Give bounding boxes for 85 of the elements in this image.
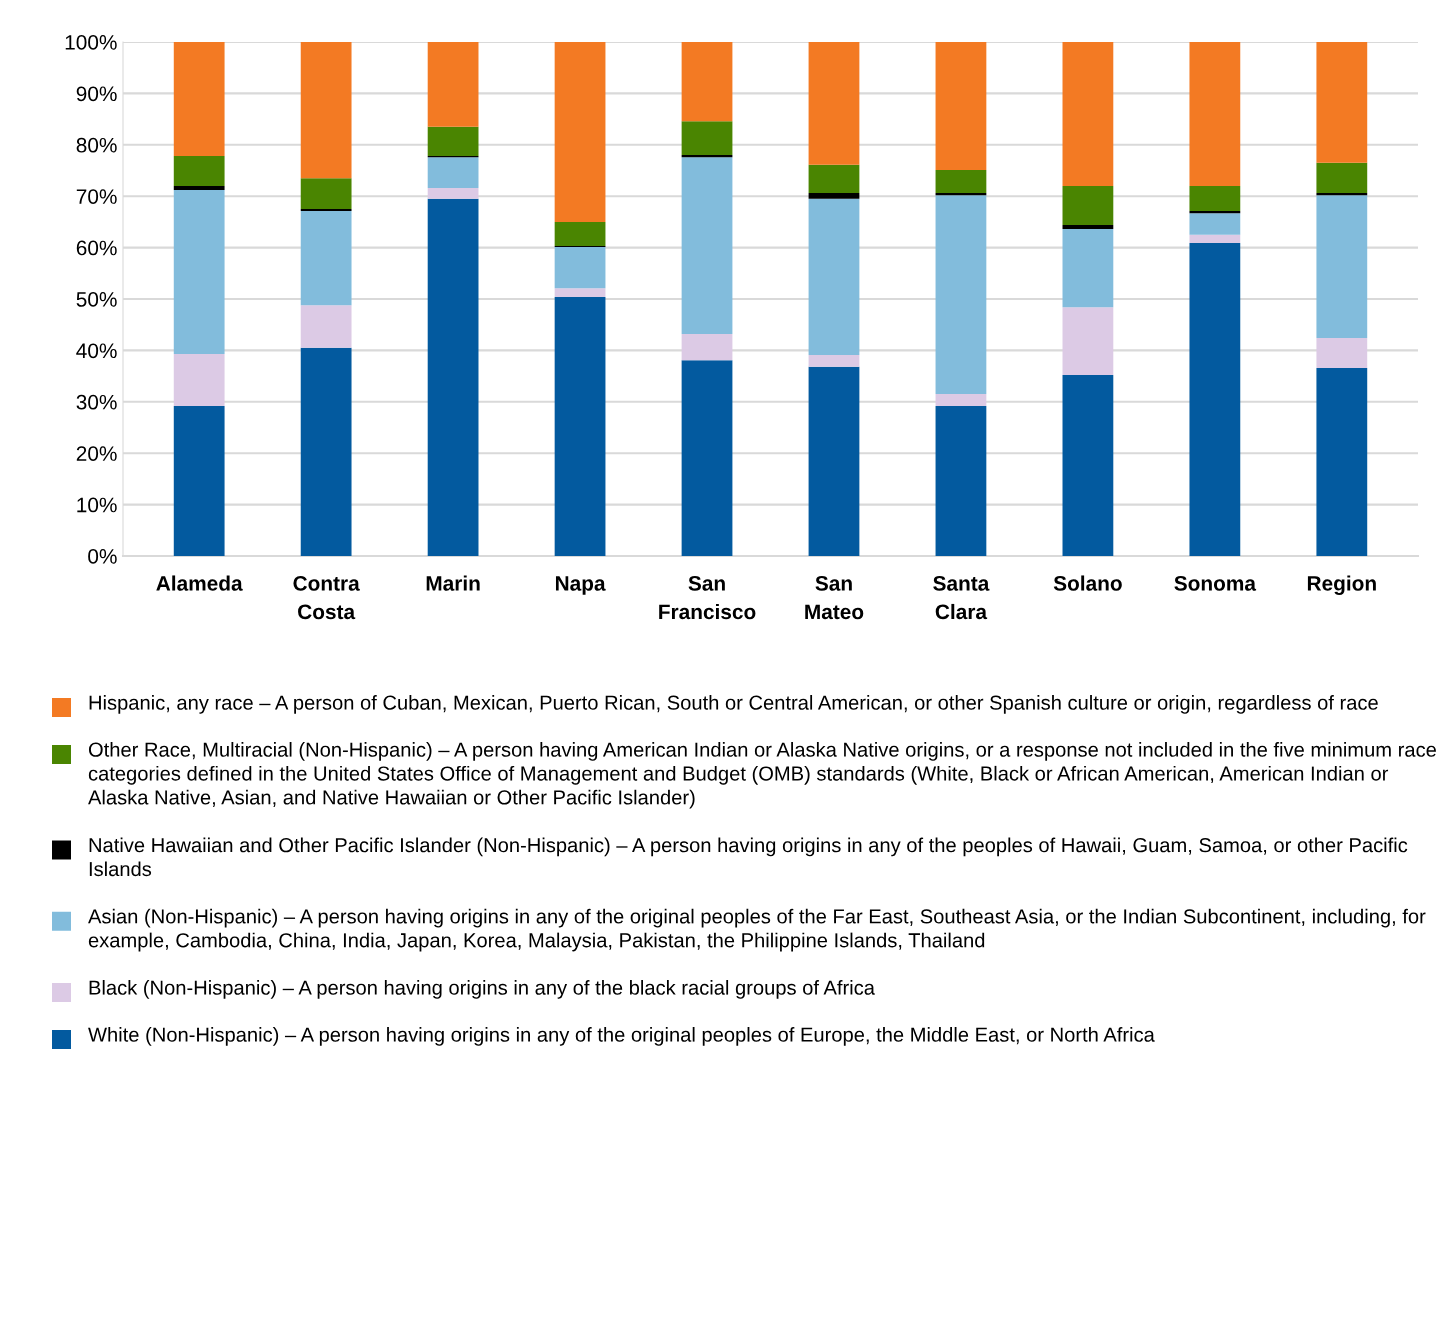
bar — [1189, 42, 1241, 186]
bar — [808, 355, 860, 367]
bar — [173, 185, 225, 191]
bar — [427, 198, 479, 556]
bar — [935, 42, 987, 170]
bar — [681, 157, 733, 334]
bar — [1316, 193, 1368, 196]
x-tick-label: Alameda — [156, 575, 243, 591]
bar — [300, 305, 352, 348]
bar — [808, 164, 860, 194]
x-tick-label: Contra Costa — [293, 575, 360, 620]
x-tick-label: Solano — [1053, 575, 1122, 591]
y-tick-label: 10% — [77, 497, 117, 513]
bar — [1316, 367, 1368, 556]
legend-label: Hispanic, any race – A person of Cuban, Mexican, Puerto Rican, South or Central American, or other Spanish culture or origin, regardless of race — [89, 695, 1378, 714]
y-tick-label: 50% — [76, 292, 117, 307]
bar — [681, 155, 733, 158]
bar — [554, 288, 606, 297]
bar — [935, 195, 987, 395]
legend-label: Asian (Non-Hispanic) – A person having origins in any of the original peoples of the Far East, Southeast Asia, or the Indian Subcontinent, including, for example, Cambodia, China, India, Japan, Korea, Malaysia, Pakistan, the Philippine Islands, Thailand — [88, 908, 1426, 952]
y-tick-label: 30% — [76, 394, 117, 410]
bar — [300, 347, 352, 556]
y-tick-label: 70% — [76, 189, 117, 204]
bar — [1189, 185, 1241, 212]
bar — [300, 211, 352, 306]
y-tick-label: 0% — [88, 549, 117, 564]
x-tick-label: San Mateo — [805, 575, 864, 620]
x-tick-label: San Francisco — [659, 575, 756, 620]
bar — [681, 121, 733, 156]
bar — [681, 360, 733, 556]
x-tick-label: Marin — [426, 575, 480, 591]
legend-label: White (Non-Hispanic) – A person having origins in any of the original peoples of Europe, the Middle East, or North Africa — [88, 1027, 1155, 1046]
legend-label: Black (Non-Hispanic) – A person having origins in any of the black racial groups of Africa — [89, 980, 875, 999]
bar — [808, 42, 860, 165]
bar — [554, 247, 606, 289]
bar — [173, 42, 225, 157]
bar — [935, 193, 987, 196]
bar — [427, 187, 479, 199]
y-tick-label: 90% — [76, 86, 117, 102]
y-tick-label: 40% — [76, 343, 117, 359]
y-tick-label: 100% — [65, 35, 117, 50]
bar — [1062, 185, 1114, 225]
bar — [173, 190, 225, 354]
bar — [1316, 42, 1368, 163]
bar — [554, 296, 606, 556]
bar — [1189, 213, 1241, 235]
bar — [427, 42, 479, 127]
bar — [681, 333, 733, 361]
y-tick-label: 20% — [76, 446, 117, 461]
bar — [427, 126, 479, 157]
bar — [300, 42, 352, 179]
bar — [935, 394, 987, 406]
bar — [1189, 211, 1241, 214]
bar — [300, 178, 352, 210]
bar — [173, 354, 225, 406]
bar — [1062, 229, 1114, 308]
bar — [300, 209, 352, 212]
bar — [808, 193, 860, 199]
bar — [1316, 162, 1368, 194]
legend-label: Other Race, Multiracial (Non-Hispanic) – A person having American Indian or Alaska Native origins, or a response not included in the five minimum race categories defined in the United States Office of Management and Budget (OMB) standards (White, Black or African American, American Indian or Alaska Native, Asian, and Native Hawaiian or Other Pacific Islander) — [88, 742, 1436, 809]
bar — [1062, 224, 1114, 230]
x-tick-label: Napa — [555, 576, 606, 595]
bar — [681, 42, 733, 122]
legend-label: Native Hawaiian and Other Pacific Islander (Non-Hispanic) – A person having origins in any of the peoples of Hawaii, Guam, Samoa, or other Pacific Islands — [89, 837, 1408, 877]
y-tick-label: 60% — [76, 240, 117, 256]
bar — [1189, 234, 1241, 243]
bar — [173, 156, 225, 186]
y-tick-label: 80% — [76, 137, 117, 153]
bar — [427, 157, 479, 188]
bar — [935, 405, 987, 556]
bar — [1062, 307, 1114, 376]
bar — [1316, 338, 1368, 368]
x-tick-label: Region — [1307, 575, 1376, 595]
bar — [808, 366, 860, 556]
bar — [173, 405, 225, 556]
bar — [1062, 375, 1114, 556]
bar — [1316, 195, 1368, 339]
x-tick-label: Santa Clara — [933, 575, 990, 620]
bar — [808, 198, 860, 356]
bar — [554, 42, 606, 222]
bar — [554, 221, 606, 247]
bar — [1062, 42, 1114, 186]
bar — [1189, 242, 1241, 556]
bar — [935, 169, 987, 194]
x-tick-label: Sonoma — [1174, 575, 1257, 591]
